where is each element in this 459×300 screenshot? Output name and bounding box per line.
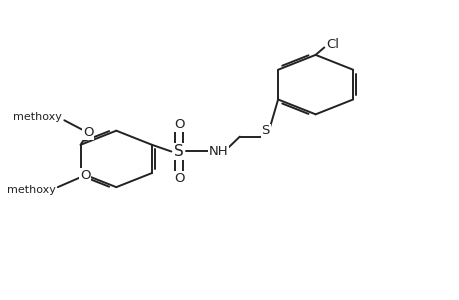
Text: O: O xyxy=(174,118,184,131)
Text: S: S xyxy=(261,124,269,137)
Text: methoxy: methoxy xyxy=(7,185,56,195)
Text: Cl: Cl xyxy=(326,38,339,51)
Text: NH: NH xyxy=(208,145,228,158)
Text: O: O xyxy=(83,126,93,139)
Text: O: O xyxy=(174,172,184,185)
Text: S: S xyxy=(174,144,184,159)
Text: methoxy: methoxy xyxy=(13,112,62,122)
Text: O: O xyxy=(80,169,90,182)
